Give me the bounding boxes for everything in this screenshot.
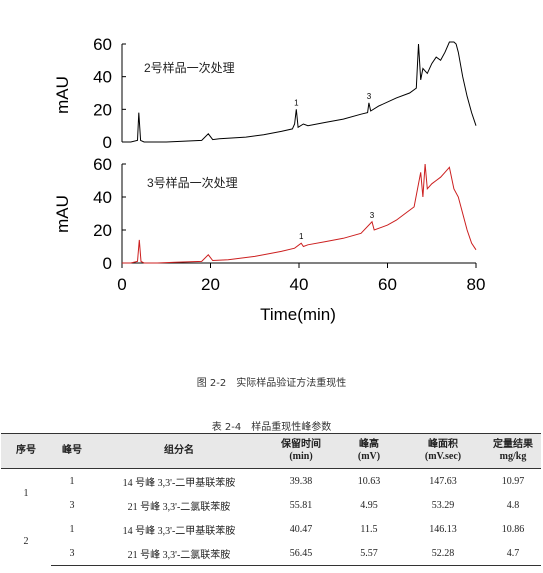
cell-height: 11.5 — [360, 523, 378, 535]
y-tick-label: 40 — [93, 68, 112, 87]
y-tick-label: 60 — [93, 35, 112, 54]
x-tick-label: 60 — [378, 275, 397, 294]
cell-peak: 3 — [69, 499, 75, 511]
header-peak: 峰号 — [51, 433, 93, 469]
cell-area: 147.63 — [429, 475, 457, 487]
cell-area: 53.29 — [431, 499, 455, 511]
panel-annotation-top: 2号样品一次处理 — [144, 60, 235, 75]
table-row: 3 21 号峰 3,3'-二氯联苯胺 56.45 5.57 52.28 4.7 — [1, 541, 541, 566]
header-peak-area: 峰面积 (mV.sec) — [401, 433, 485, 469]
y-ticks-bottom: 0 20 40 60 — [93, 155, 126, 273]
cell-peak: 3 — [51, 541, 93, 566]
peak-label: 1 — [294, 98, 299, 107]
cell-component: 21 号峰 3,3'-二氯联苯胺 — [93, 541, 265, 566]
cell-component: 14 号峰 3,3'-二甲基联苯胺 — [122, 525, 236, 537]
table-row: 1 1 14 号峰 3,3'-二甲基联苯胺 39.38 10.63 147.63… — [1, 469, 541, 499]
table-caption: 表 2-4 样品重现性峰参数 — [211, 422, 332, 433]
y-tick-label: 20 — [93, 100, 112, 119]
y-tick-label: 60 — [93, 155, 112, 174]
cell-height: 10.63 — [357, 475, 381, 487]
x-tick-label: 20 — [201, 275, 220, 294]
cell-area: 52.28 — [401, 541, 485, 566]
cell-component: 14 号峰 3,3'-二甲基联苯胺 — [122, 477, 236, 489]
cell-area: 146.13 — [429, 523, 457, 535]
peak-label: 3 — [367, 92, 372, 101]
y-tick-label: 20 — [93, 221, 112, 240]
chromatogram-trace-bottom — [122, 163, 477, 264]
cell-sample: 1 — [23, 487, 29, 499]
peak-labels-top: 13 — [294, 92, 372, 108]
table-row: 3 21 号峰 3,3'-二氯联苯胺 55.81 4.95 53.29 4.8 — [1, 493, 541, 517]
y-tick-label: 0 — [103, 254, 112, 273]
cell-rt: 39.38 — [289, 475, 313, 487]
peak-label: 1 — [299, 232, 304, 241]
header-component: 组分名 — [93, 433, 265, 469]
header-quant-result: 定量结果 mg/kg — [485, 433, 541, 469]
header-sample: 序号 — [1, 433, 51, 469]
cell-result: 4.8 — [506, 499, 520, 511]
cell-result: 10.97 — [501, 475, 525, 487]
cell-peak: 1 — [69, 523, 75, 535]
x-tick-label: 80 — [467, 275, 486, 294]
panel-annotation-bottom: 3号样品一次处理 — [147, 175, 238, 190]
x-ticks: 0 20 40 60 80 — [117, 263, 485, 294]
chromatogram-trace-top — [122, 41, 477, 143]
y-ticks-top: 0 20 40 60 — [93, 35, 126, 152]
cell-peak: 1 — [69, 475, 75, 487]
table-row: 2 1 14 号峰 3,3'-二甲基联苯胺 40.47 11.5 146.13 … — [1, 517, 541, 547]
y-axis-label-bottom: mAU — [53, 195, 72, 233]
cell-rt: 40.47 — [289, 523, 313, 535]
y-axis-label-top: mAU — [53, 76, 72, 114]
x-tick-label: 40 — [290, 275, 309, 294]
x-tick-label: 0 — [117, 275, 126, 294]
peak-labels-bottom: 13 — [299, 211, 375, 241]
figure-caption: 图 2-2 实际样品验证方法重现性 — [196, 378, 347, 389]
x-axis-label: Time(min) — [260, 305, 336, 324]
table-header-row: 序号 峰号 组分名 保留时间 (min) 峰高 (mV) 峰面积 (mV.sec) 定… — [1, 433, 541, 469]
cell-result: 4.7 — [485, 541, 541, 566]
chromatogram-panel-bottom: mAU 3号样品一次处理 Time(min) 0 20 40 60 0 20 40 60 80… — [53, 155, 485, 324]
cell-height: 4.95 — [360, 499, 378, 511]
cell-rt: 55.81 — [289, 499, 313, 511]
cell-component: 21 号峰 3,3'-二氯联苯胺 — [127, 501, 231, 513]
y-tick-label: 40 — [93, 188, 112, 207]
header-retention-time: 保留时间 (min) — [265, 433, 337, 469]
peak-parameter-table: 序号 峰号 组分名 保留时间 (min) 峰高 (mV) 峰面积 (mV.sec) 定… — [1, 433, 541, 566]
y-tick-label: 0 — [103, 133, 112, 152]
cell-rt: 56.45 — [265, 541, 337, 566]
peak-label: 3 — [370, 211, 375, 220]
header-peak-height: 峰高 (mV) — [337, 433, 401, 469]
cell-result: 10.86 — [501, 523, 525, 535]
cell-sample: 2 — [23, 535, 29, 547]
cell-height: 5.57 — [337, 541, 401, 566]
